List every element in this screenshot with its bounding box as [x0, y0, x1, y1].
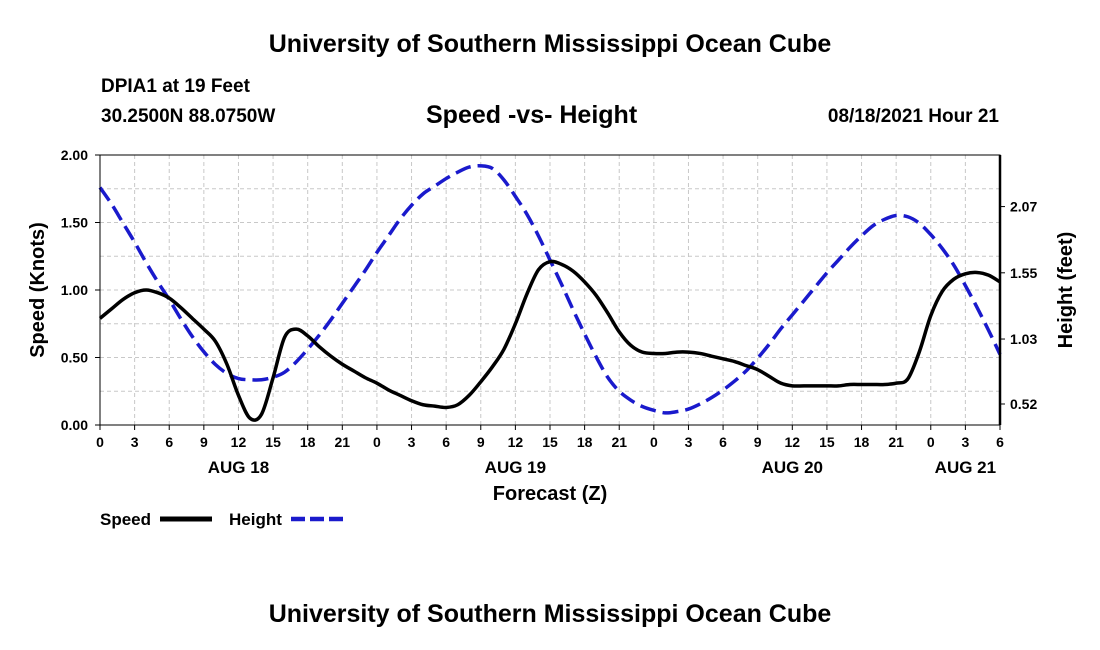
x-tick-label: 12: [231, 434, 247, 450]
station-label: DPIA1 at 19 Feet: [101, 76, 250, 97]
x-tick-label: 15: [819, 434, 835, 450]
x-tick-label: 18: [854, 434, 870, 450]
y-right-tick-label: 0.52: [1010, 396, 1037, 412]
x-tick-label: 0: [927, 434, 935, 450]
x-tick-label: 21: [888, 434, 904, 450]
x-day-label: AUG 19: [485, 458, 546, 477]
y-left-tick-label: 1.00: [61, 282, 88, 298]
x-day-label: AUG 18: [208, 458, 269, 477]
x-tick-label: 3: [685, 434, 693, 450]
x-tick-label: 21: [335, 434, 351, 450]
x-tick-label: 9: [200, 434, 208, 450]
y-left-tick-label: 0.50: [61, 350, 88, 366]
x-tick-label: 6: [442, 434, 450, 450]
x-tick-label: 12: [508, 434, 524, 450]
coordinates-label: 30.2500N 88.0750W: [101, 106, 276, 127]
x-tick-label: 3: [961, 434, 969, 450]
grid-lines: [100, 155, 1000, 425]
y-right-tick-label: 2.07: [1010, 199, 1037, 215]
x-tick-label: 15: [265, 434, 281, 450]
x-day-label: AUG 21: [935, 458, 996, 477]
page-title-bottom: University of Southern Mississippi Ocean…: [268, 600, 832, 628]
speed-series: [98, 259, 1001, 422]
x-tick-label: 15: [542, 434, 558, 450]
y-right-tick-label: 1.03: [1010, 331, 1037, 347]
x-tick-label: 6: [996, 434, 1004, 450]
speed-line: [98, 259, 1001, 422]
x-tick-label: 6: [165, 434, 173, 450]
y-left-tick-label: 1.50: [61, 215, 88, 231]
x-tick-label: 21: [611, 434, 627, 450]
y-axis-left-label: Speed (Knots): [27, 222, 49, 358]
page-title-top: University of Southern Mississippi Ocean…: [268, 30, 832, 58]
x-tick-label: 6: [719, 434, 727, 450]
x-tick-label: 3: [408, 434, 416, 450]
x-axis-label: Forecast (Z): [493, 483, 607, 505]
legend-height-label: Height: [229, 510, 282, 529]
x-tick-label: 18: [300, 434, 316, 450]
x-day-label: AUG 20: [762, 458, 823, 477]
x-tick-label: 9: [477, 434, 485, 450]
forecast-datetime: 08/18/2021 Hour 21: [827, 106, 999, 127]
x-tick-label: 0: [373, 434, 381, 450]
y-left-tick-label: 0.00: [61, 417, 88, 433]
y-right-tick-label: 1.55: [1010, 265, 1037, 281]
x-tick-label: 18: [577, 434, 593, 450]
x-tick-label: 0: [96, 434, 104, 450]
x-tick-label: 3: [131, 434, 139, 450]
legend: Speed Height: [100, 510, 343, 529]
legend-speed-label: Speed: [100, 510, 151, 529]
axis-ticks: 0 3 6 9 12 15 18 21 0 3 6 9 12 15 18 21 0 3 6 9 12 15 18 21 0 3 6 0…: [61, 147, 1038, 477]
chart-subtitle: Speed -vs- Height: [426, 101, 638, 129]
y-left-tick-label: 2.00: [61, 147, 88, 163]
x-tick-label: 0: [650, 434, 658, 450]
y-axis-right-label: Height (feet): [1055, 232, 1077, 349]
x-tick-label: 12: [785, 434, 801, 450]
x-tick-label: 9: [754, 434, 762, 450]
